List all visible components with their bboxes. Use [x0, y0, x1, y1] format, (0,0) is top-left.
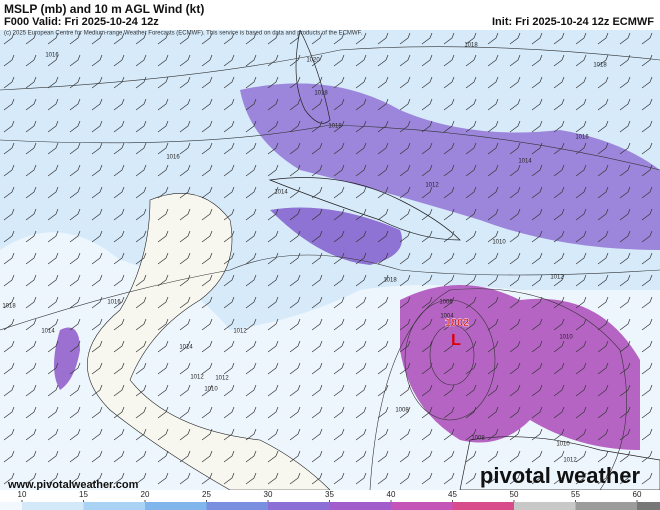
isobar-label: 1020: [306, 58, 320, 64]
colorbar-segment: [391, 502, 453, 510]
isobar-label: 1008: [471, 436, 485, 442]
isobar-label: 1006: [439, 300, 453, 306]
colorbar-segment: [329, 502, 391, 510]
isobar-label: 1014: [179, 345, 193, 351]
colorbar-label: 35: [325, 490, 334, 499]
logo: pivotal weather: [480, 463, 641, 488]
colorbar-label: 55: [571, 490, 580, 499]
low-symbol: L: [451, 332, 461, 349]
title: MSLP (mb) and 10 m AGL Wind (kt): [4, 2, 205, 16]
isobar-label: 1004: [440, 314, 454, 320]
colorbar-segment: [575, 502, 637, 510]
colorbar-label: 60: [633, 490, 642, 499]
low-pressure: 1002: [445, 317, 469, 329]
colorbar-label: 30: [264, 490, 273, 499]
colorbar-label: 40: [387, 490, 396, 499]
isobar-label: 1018: [328, 124, 342, 130]
colorbar-label: 25: [202, 490, 211, 499]
colorbar-segment: [206, 502, 268, 510]
map: (c) 2025 European Centre for Medium-rang…: [0, 30, 660, 490]
colorbar-segment: [452, 502, 514, 510]
isobar-label: 1018: [2, 304, 16, 310]
colorbar-segment: [83, 502, 145, 510]
isobar-label: 1010: [556, 442, 570, 448]
isobar-label: 1016: [166, 155, 180, 161]
isobar-label: 1008: [395, 408, 409, 414]
isobar-label: 1012: [550, 275, 564, 281]
isobar-label: 1014: [41, 329, 55, 335]
colorbar-label: 20: [141, 490, 150, 499]
colorbar-label: 45: [448, 490, 457, 499]
init-time: Init: Fri 2025-10-24 12z ECMWF: [492, 16, 654, 28]
isobar-label: 1012: [215, 376, 229, 382]
colorbar-segment: [145, 502, 207, 510]
isobar-label: 1018: [593, 63, 607, 69]
colorbar-label: 15: [79, 490, 88, 499]
colorbar-segment: [268, 502, 330, 510]
colorbar-label: 50: [510, 490, 519, 499]
isobar-label: 1018: [464, 43, 478, 49]
isobar-label: 1018: [383, 278, 397, 284]
isobar-label: 1012: [425, 183, 439, 189]
website: www.pivotalweather.com: [7, 479, 139, 490]
colorbar-segment: [0, 502, 22, 510]
isobar-label: 1014: [518, 159, 532, 165]
isobar-label: 1012: [190, 375, 204, 381]
isobar-label: 1010: [559, 335, 573, 341]
isobar-label: 1012: [233, 329, 247, 335]
isobar-label: 1016: [45, 53, 59, 59]
copyright: (c) 2025 European Centre for Medium-rang…: [4, 31, 363, 37]
isobar-label: 1016: [107, 300, 121, 306]
colorbar: 10 15 20 25 30 35 40 45 50 55 60: [0, 490, 660, 510]
wind-barbs: [0, 30, 660, 490]
isobar-label: 1014: [274, 190, 288, 196]
isobar-label: 1010: [492, 240, 506, 246]
valid-time: F000 Valid: Fri 2025-10-24 12z: [4, 16, 159, 28]
colorbar-segment: [514, 502, 576, 510]
isobar-label: 1012: [563, 458, 577, 464]
isobar-label: 1010: [204, 387, 218, 393]
colorbar-segment: [637, 502, 660, 510]
colorbar-label: 10: [18, 490, 27, 499]
isobar-label: 1016: [575, 135, 589, 141]
isobar-label: 1018: [314, 91, 328, 97]
colorbar-segment: [22, 502, 84, 510]
